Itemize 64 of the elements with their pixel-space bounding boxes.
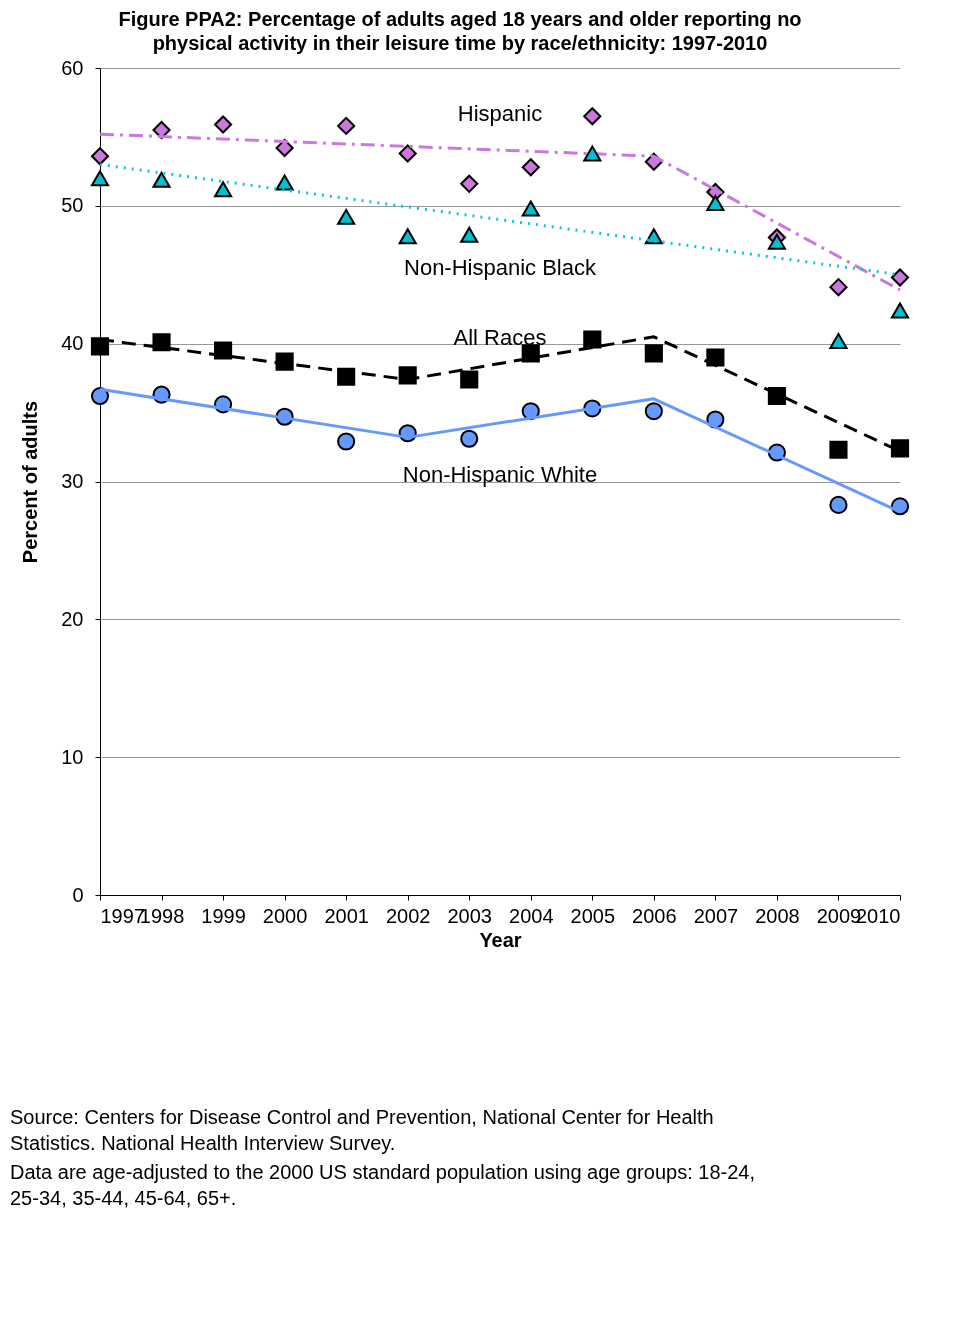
- point: [583, 145, 602, 162]
- point: [460, 370, 479, 389]
- point: [337, 208, 356, 225]
- text: Data are age-adjusted to the 2000 US standard population using age groups: 18-24, 25-34, 35-44, 45-64, 65+.: [10, 1160, 755, 1209]
- point: [829, 495, 848, 514]
- y-axis-title: Percent of adults: [19, 400, 42, 564]
- point: [398, 144, 417, 163]
- point: [829, 332, 848, 349]
- point: [644, 344, 663, 363]
- x-tick-label: 1999: [201, 904, 246, 927]
- point: [90, 337, 110, 356]
- y-tick-label: 30: [61, 470, 84, 492]
- point: [275, 138, 294, 158]
- point: [152, 171, 171, 188]
- point: [460, 174, 479, 193]
- y-tick-label: 0: [72, 883, 84, 906]
- point: [337, 432, 356, 451]
- y-tick-label: 20: [61, 607, 84, 630]
- x-axis-title: Year: [479, 928, 522, 951]
- point: [90, 147, 110, 166]
- x-tick-label: 2004: [509, 904, 554, 927]
- point: [829, 440, 848, 459]
- point: [644, 228, 663, 245]
- point: [214, 341, 233, 360]
- point: [644, 402, 663, 421]
- x-tick-label: 2000: [262, 904, 308, 927]
- y-tick-label: 60: [61, 56, 84, 79]
- point: [214, 115, 233, 134]
- point: [706, 348, 725, 367]
- point: [337, 116, 356, 135]
- y-tick-label: 50: [61, 194, 84, 217]
- point: [890, 302, 910, 319]
- x-tick-label: 2003: [447, 904, 492, 927]
- point: [521, 200, 540, 217]
- y-tick-label: 40: [61, 332, 84, 355]
- point: [829, 278, 848, 297]
- x-tick-label: 2001: [324, 904, 369, 927]
- point: [767, 233, 786, 250]
- point: [398, 228, 417, 245]
- x-tick-label: 2002: [385, 904, 431, 927]
- point: [460, 226, 479, 243]
- point: [90, 170, 110, 187]
- x-tick-label: 2007: [693, 904, 739, 927]
- series-label: Non-Hispanic Black: [404, 255, 597, 281]
- point: [90, 387, 110, 406]
- series-label: Non-Hispanic White: [402, 462, 598, 488]
- series-label: Hispanic: [457, 100, 543, 126]
- point: [890, 439, 910, 458]
- source-note: Source: Centers for Disease Control and Prevention, National Center for Health Statistics. National Health Interview Survey.: [10, 1105, 714, 1154]
- point: [890, 268, 910, 287]
- point: [583, 107, 602, 126]
- x-tick-label: 2006: [632, 904, 677, 927]
- point: [214, 181, 233, 198]
- x-tick-label: 2008: [755, 904, 800, 927]
- point: [152, 333, 171, 352]
- series-label: All Races: [453, 324, 547, 350]
- x-tick-label: 2005: [570, 904, 616, 927]
- point: [460, 429, 479, 448]
- point: [706, 195, 725, 212]
- point: [583, 330, 602, 349]
- point: [275, 174, 294, 191]
- point: [521, 158, 540, 177]
- y-tick-label: 10: [61, 745, 84, 768]
- chart-title: Figure PPA2: Percentage of adults aged 18 years and older reporting no physical activity in their leisure time by race/ethnicity: 1997-2010: [118, 8, 802, 54]
